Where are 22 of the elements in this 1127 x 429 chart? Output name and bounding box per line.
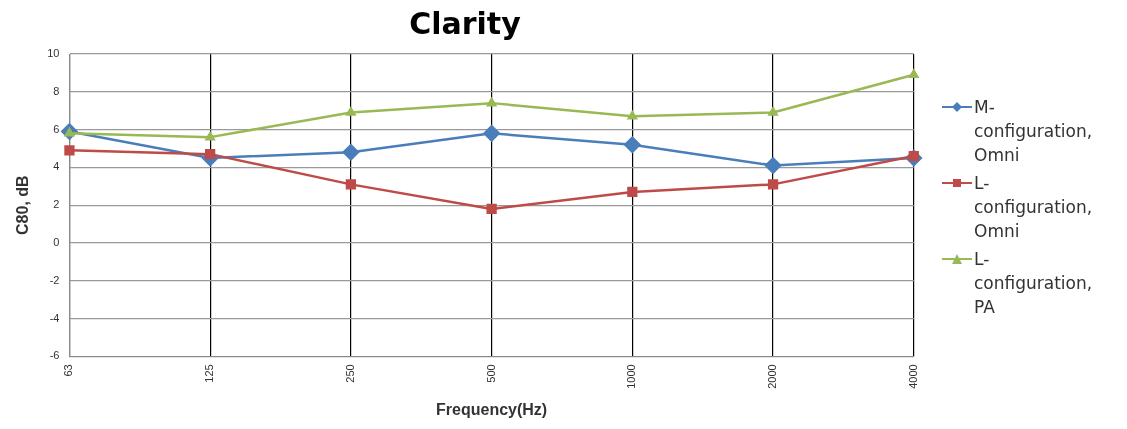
- x-tick-label: 2000: [766, 364, 779, 389]
- y-tick-label: 10: [47, 47, 60, 60]
- y-tick-label: -6: [49, 349, 60, 362]
- legend-label: L-configuration, PA: [974, 248, 1094, 319]
- x-tick-label: 4000: [906, 364, 919, 389]
- x-axis-title: Frequency(Hz): [436, 400, 548, 418]
- x-tick-label: 250: [343, 364, 356, 383]
- x-tick-label: 63: [62, 364, 75, 377]
- x-tick-label: 500: [484, 364, 497, 383]
- x-tick-label: 1000: [625, 364, 638, 389]
- y-tick-label: -4: [49, 311, 60, 324]
- x-tick-label: 125: [203, 364, 216, 383]
- legend-label: L-configuration, Omni: [974, 172, 1094, 243]
- chart-title: Clarity: [409, 5, 522, 41]
- y-tick-label: 8: [53, 84, 60, 97]
- y-tick-label: 2: [53, 198, 60, 211]
- y-axis-title: C80, dB: [14, 175, 32, 235]
- legend-label: M-configuration, Omni: [974, 96, 1094, 167]
- y-tick-label: -2: [49, 273, 60, 286]
- y-tick-label: 0: [53, 235, 60, 248]
- y-tick-label: 6: [53, 122, 60, 135]
- y-tick-label: 4: [53, 160, 60, 173]
